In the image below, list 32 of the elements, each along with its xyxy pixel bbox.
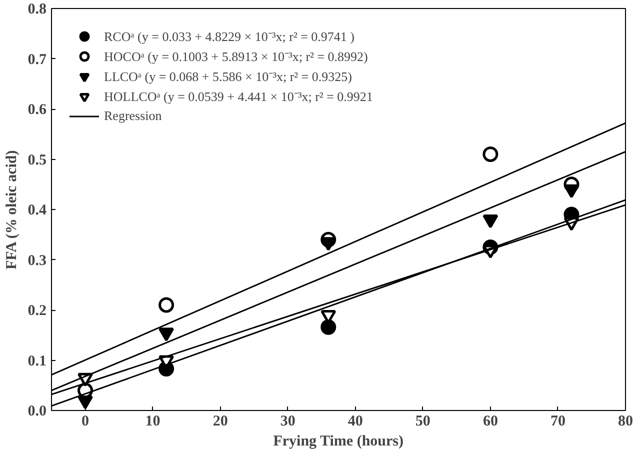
legend-label: Regression: [104, 108, 162, 124]
x-tick-label: 80: [618, 414, 633, 430]
point: [320, 319, 336, 335]
y-tick-label: 0.8: [28, 2, 46, 18]
x-tick-label: 20: [212, 414, 228, 430]
x-tick-label: 10: [145, 414, 160, 430]
point: [564, 184, 580, 198]
point: [482, 214, 498, 228]
x-tick-label: 60: [482, 414, 498, 430]
x-tick-label: 70: [550, 414, 566, 430]
legend-label: HOLLCOᵃ (y = 0.0539 + 4.441 × 10⁻³x; r² = 0.9921: [104, 88, 373, 105]
point: [482, 146, 498, 162]
y-tick-label: 0.3: [28, 252, 46, 269]
x-tick-label: 30: [280, 414, 296, 430]
y-tick-label: 0.0: [28, 404, 46, 420]
point: [158, 328, 174, 342]
x-tick-label: 0: [82, 414, 90, 430]
legend-label: HOCOᵃ (y = 0.1003 + 5.8913 × 10⁻³x; r² = 0.8992): [104, 48, 368, 65]
y-tick-label: 0.1: [28, 353, 46, 370]
point: [158, 297, 174, 313]
legend-label: RCOᵃ (y = 0.033 + 4.8229 × 10⁻³x; r² = 0.9741 ): [104, 28, 355, 45]
x-tick-label: 40: [348, 414, 363, 430]
y-tick-label: 0.6: [28, 102, 47, 118]
y-axis-title: FFA (% oleic acid): [4, 150, 20, 270]
x-tick-label: 50: [415, 414, 430, 430]
y-tick-label: 0.5: [28, 152, 46, 168]
x-axis-title: Frying Time (hours): [273, 434, 404, 450]
y-tick-label: 0.2: [28, 303, 46, 319]
point: [78, 395, 94, 410]
legend-label: LLCOᵃ (y = 0.068 + 5.586 × 10⁻³x; r² = 0.9325): [104, 68, 352, 85]
y-tick-label: 0.4: [28, 202, 47, 218]
y-tick-label: 0.7: [28, 52, 47, 68]
